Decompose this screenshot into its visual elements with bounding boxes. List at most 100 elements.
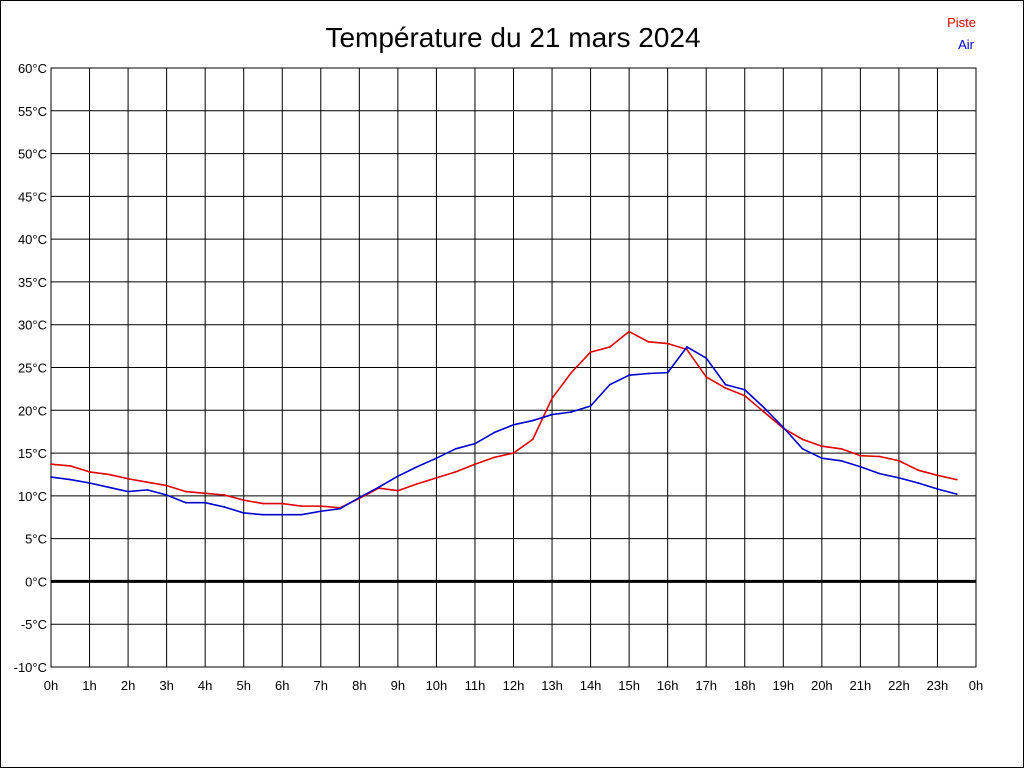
data-point-piste [416, 482, 419, 485]
chart-title: Température du 21 mars 2024 [325, 22, 700, 53]
data-point-piste [319, 505, 322, 508]
x-tick-label: 9h [391, 678, 405, 693]
data-point-piste [127, 477, 129, 480]
x-tick-label: 7h [314, 678, 328, 693]
data-point-air [146, 488, 149, 491]
x-tick-label: 13h [541, 678, 563, 693]
data-point-piste [184, 490, 187, 493]
data-point-air [127, 490, 129, 493]
x-tick-label: 14h [580, 678, 602, 693]
series-line-air [50, 346, 957, 516]
data-point-piste [763, 411, 765, 413]
x-tick-label: 15h [618, 678, 640, 693]
data-point-air [184, 501, 187, 504]
data-point-air [531, 419, 534, 422]
data-point-air [782, 426, 785, 429]
data-point-piste [955, 478, 958, 481]
data-point-air [743, 388, 746, 391]
data-point-piste [666, 342, 669, 345]
data-point-piste [589, 351, 592, 353]
data-point-air [936, 488, 939, 490]
data-point-piste [242, 499, 245, 502]
data-point-air [493, 431, 496, 434]
x-tick-label: 11h [465, 678, 486, 693]
data-point-piste [107, 473, 110, 476]
data-point-piste [165, 484, 168, 487]
data-point-air [204, 501, 207, 504]
y-tick-label: 0°C [25, 574, 47, 589]
data-point-piste [647, 340, 650, 343]
legend-label-air: Air [958, 37, 975, 52]
y-tick-label: 15°C [18, 446, 47, 461]
data-point-air [917, 482, 920, 484]
data-point-air [474, 442, 476, 445]
data-point-piste [512, 452, 515, 454]
x-tick-label: 3h [159, 678, 173, 693]
data-point-air [50, 476, 52, 478]
data-point-air [628, 374, 631, 377]
y-tick-label: 10°C [18, 489, 47, 504]
data-point-piste [454, 470, 457, 473]
data-point-air [281, 513, 284, 516]
series-line-piste [50, 330, 957, 509]
data-point-air [724, 383, 727, 386]
data-point-piste [686, 348, 688, 351]
data-point-air [647, 372, 650, 375]
data-point-air [454, 447, 457, 450]
data-point-air [416, 465, 419, 468]
data-point-piste [628, 330, 631, 333]
y-axis-ticks: 60°C 55°C 50°C 45°C 40°C 35°C 30°C 25°C 20°C 15°C… [14, 61, 47, 675]
series-lines [50, 330, 958, 516]
x-tick-label: 5h [236, 678, 250, 693]
data-point-piste [88, 470, 91, 473]
data-point-air [512, 423, 515, 426]
data-point-piste [840, 447, 843, 450]
data-point-air [763, 406, 765, 409]
data-point-air [705, 357, 708, 359]
data-point-air [339, 507, 341, 510]
x-tick-label: 0h [969, 678, 983, 693]
data-point-air [589, 405, 592, 407]
data-point-piste [300, 505, 303, 508]
data-point-piste [705, 376, 708, 378]
x-tick-label: 4h [198, 678, 212, 693]
data-point-air [88, 482, 91, 484]
data-point-air [377, 486, 380, 489]
data-point-piste [69, 465, 72, 467]
data-point-piste [531, 438, 534, 441]
data-point-air [358, 496, 361, 499]
data-point-air [898, 476, 900, 479]
data-point-air [319, 510, 322, 513]
data-point-air [165, 494, 168, 496]
y-tick-label: 45°C [18, 189, 47, 204]
data-point-piste [435, 476, 438, 479]
x-tick-label: 16h [657, 678, 679, 693]
x-tick-label: 22h [888, 678, 910, 693]
data-point-air [801, 447, 804, 450]
data-point-air [69, 478, 72, 481]
data-point-piste [743, 394, 746, 397]
data-point-piste [204, 492, 207, 495]
data-point-air [820, 457, 823, 460]
data-point-piste [878, 455, 881, 458]
x-tick-label: 19h [772, 678, 794, 693]
data-point-piste [493, 456, 496, 459]
y-tick-label: 55°C [18, 104, 47, 119]
x-tick-label: 23h [927, 678, 949, 693]
x-tick-label: 12h [503, 678, 525, 693]
legend-label-piste: Piste [947, 15, 976, 30]
data-point-piste [281, 502, 284, 505]
x-tick-label: 1h [82, 678, 96, 693]
grid [50, 67, 977, 668]
data-point-piste [570, 371, 573, 374]
data-point-piste [396, 489, 399, 492]
y-tick-label: -10°C [14, 660, 47, 675]
x-axis-ticks: 0h 1h 2h 3h 4h 5h 6h 7h 8h 9h 10h 11h 12h 13h 14h 15h 16… [44, 678, 983, 693]
data-point-air [300, 513, 303, 516]
y-tick-label: 30°C [18, 318, 47, 333]
data-point-piste [551, 397, 553, 400]
x-tick-label: 8h [352, 678, 366, 693]
data-point-air [223, 506, 226, 508]
